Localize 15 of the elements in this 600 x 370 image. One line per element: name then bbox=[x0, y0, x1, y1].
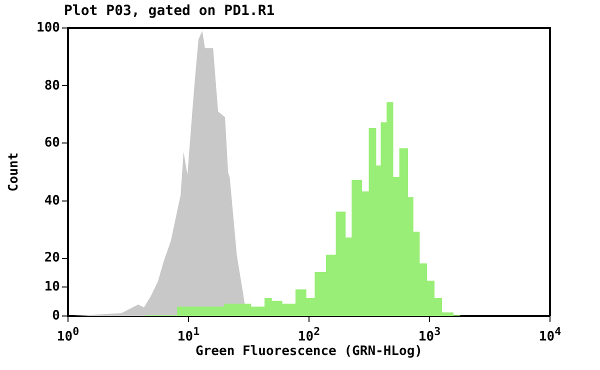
y-tick-label: 0 bbox=[52, 308, 60, 324]
x-tick-label: 10$^{2}$ bbox=[298, 324, 320, 344]
y-axis-title: Count bbox=[6, 152, 22, 192]
x-tick-label: 10$^{3}$ bbox=[418, 324, 441, 344]
x-tick-label: 10$^{1}$ bbox=[177, 324, 200, 344]
y-tick-label: 20 bbox=[44, 250, 60, 266]
x-axis-title: Green Fluorescence (GRN-HLog) bbox=[196, 344, 422, 359]
y-tick-label: 40 bbox=[44, 193, 60, 208]
y-tick-label: 100 bbox=[36, 20, 60, 36]
chart-title: Plot P03, gated on PD1.R1 bbox=[64, 3, 275, 19]
x-tick-label: 10$^{0}$ bbox=[56, 324, 80, 344]
y-tick-label: 60 bbox=[44, 136, 60, 151]
y-tick-label: 80 bbox=[44, 78, 60, 94]
y-tick-label: 10 bbox=[44, 280, 60, 295]
x-tick-label: 10$^{4}$ bbox=[538, 324, 562, 344]
